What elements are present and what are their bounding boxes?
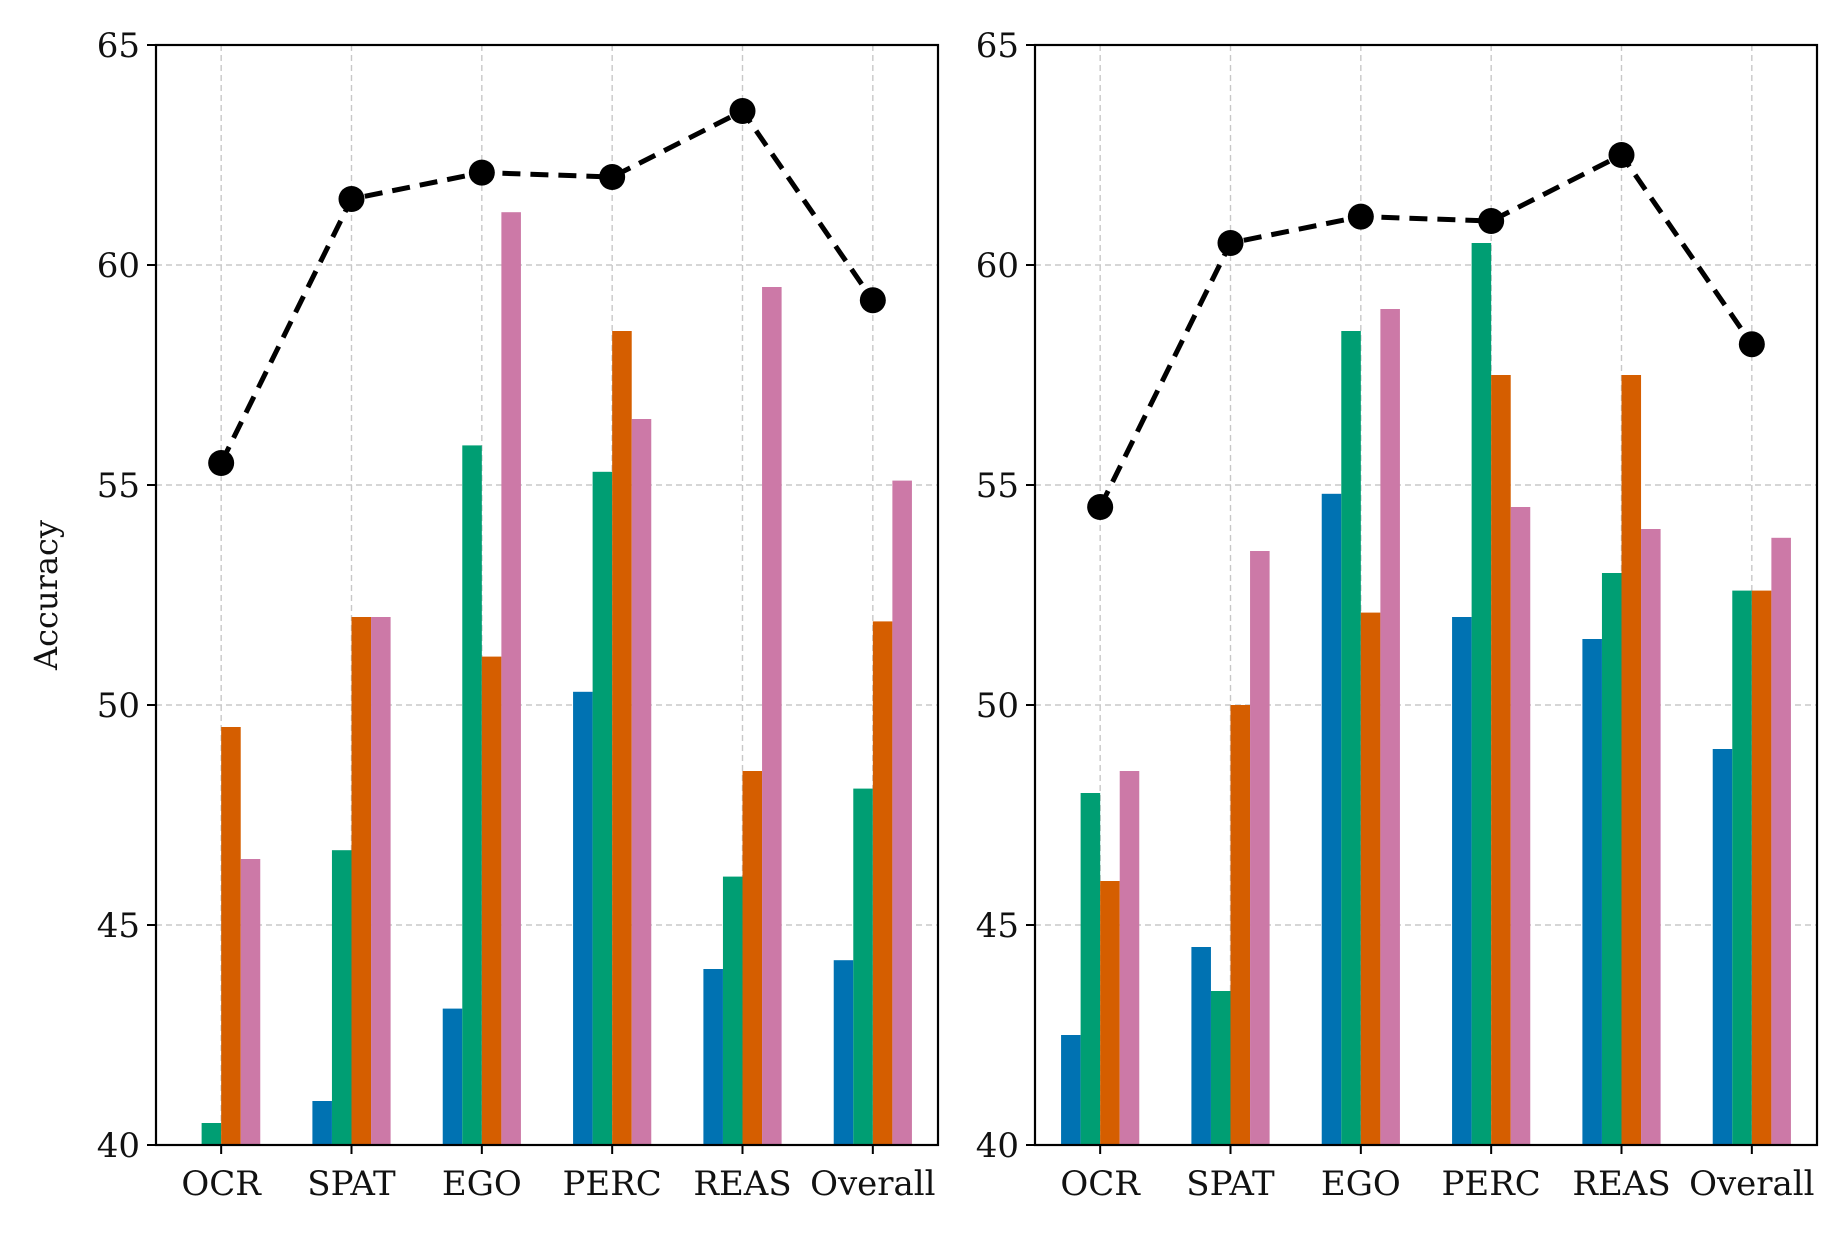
bar <box>1732 590 1752 1145</box>
bar <box>1621 375 1642 1145</box>
bar <box>1250 551 1270 1145</box>
bar <box>1641 529 1661 1145</box>
x-tick-label: OCR <box>181 1164 262 1204</box>
x-tick-label: SPAT <box>1186 1164 1275 1204</box>
line-point <box>1738 331 1765 358</box>
bar <box>742 771 763 1145</box>
bar <box>1321 493 1342 1145</box>
bar <box>371 617 391 1145</box>
bar <box>1100 881 1120 1145</box>
y-tick-label: 50 <box>976 686 1019 726</box>
x-tick-label: REAS <box>1572 1164 1670 1204</box>
y-tick-label: 55 <box>976 466 1019 506</box>
axes-frame <box>154 43 940 1147</box>
line-point <box>859 287 886 314</box>
bar <box>1341 331 1361 1145</box>
line-point <box>1217 230 1244 256</box>
x-tick-label: Overall <box>1689 1164 1814 1204</box>
bar <box>1582 639 1602 1145</box>
bar <box>331 850 352 1145</box>
y-tick-label: 65 <box>976 26 1019 66</box>
bar <box>201 1123 222 1145</box>
bar <box>221 727 241 1145</box>
bar <box>833 960 854 1145</box>
line-point <box>599 164 626 190</box>
bar <box>1380 309 1400 1145</box>
bar <box>1452 617 1472 1145</box>
bar <box>501 212 521 1145</box>
bar <box>703 969 723 1145</box>
bar <box>462 445 482 1145</box>
y-tick-label: 60 <box>976 246 1019 286</box>
y-tick-label: 50 <box>97 686 140 726</box>
x-tick-label: Overall <box>810 1164 935 1204</box>
x-tick-label: EGO <box>442 1164 522 1204</box>
left-chart-panel: 40 45 50 55 60 65 OCR SPAT EGO PERC REAS Overall Acc… <box>27 26 940 1204</box>
bar <box>1119 771 1140 1145</box>
line-point <box>729 98 756 124</box>
y-tick-label: 45 <box>97 906 140 946</box>
axes-frame <box>1033 43 1819 1147</box>
bar <box>1751 590 1772 1145</box>
y-tick-label: 45 <box>976 906 1019 946</box>
y-tick-label: 65 <box>97 26 140 66</box>
bar <box>351 617 372 1145</box>
bar <box>722 876 743 1145</box>
x-tick-label: PERC <box>563 1164 662 1204</box>
y-axis-title: Accuracy <box>27 520 65 671</box>
line-point <box>338 186 365 212</box>
bar <box>1471 243 1492 1145</box>
bar <box>1360 612 1381 1145</box>
y-tick-label: 40 <box>97 1126 140 1166</box>
bar <box>592 471 613 1145</box>
bar <box>1601 573 1622 1145</box>
right-chart-panel: 40 45 50 55 60 65 OCR SPAT EGO PERC REAS Overall <box>976 26 1819 1204</box>
bar <box>872 621 893 1145</box>
bar <box>631 419 652 1145</box>
x-tick-label: REAS <box>693 1164 791 1204</box>
bar <box>1210 991 1231 1145</box>
y-tick-label: 55 <box>97 466 140 506</box>
line-point <box>1608 142 1635 168</box>
bar <box>853 788 873 1145</box>
bar <box>442 1008 463 1145</box>
x-tick-label: EGO <box>1321 1164 1401 1204</box>
x-tick-label: PERC <box>1442 1164 1541 1204</box>
bar <box>312 1101 332 1145</box>
bar <box>1080 793 1101 1145</box>
y-tick-label: 40 <box>976 1126 1019 1166</box>
bar <box>1061 1035 1081 1145</box>
bar <box>1191 947 1211 1145</box>
line-point <box>1087 494 1114 520</box>
bar <box>612 331 632 1145</box>
y-tick-label: 60 <box>97 246 140 286</box>
line-point <box>1347 203 1374 230</box>
x-tick-label: SPAT <box>307 1164 396 1204</box>
bar <box>892 480 912 1146</box>
line-series <box>218 108 875 465</box>
line-point <box>1478 208 1505 234</box>
bar <box>1510 507 1531 1145</box>
bar <box>1712 749 1733 1145</box>
bar <box>573 691 593 1145</box>
bar <box>1491 375 1511 1145</box>
bar <box>1230 705 1251 1145</box>
x-tick-label: OCR <box>1060 1164 1141 1204</box>
line-point <box>468 159 495 186</box>
bar <box>762 287 782 1145</box>
bar <box>1771 537 1791 1145</box>
line-series <box>1097 152 1754 509</box>
bar <box>481 656 502 1145</box>
bar <box>240 859 261 1145</box>
line-point <box>208 450 235 476</box>
